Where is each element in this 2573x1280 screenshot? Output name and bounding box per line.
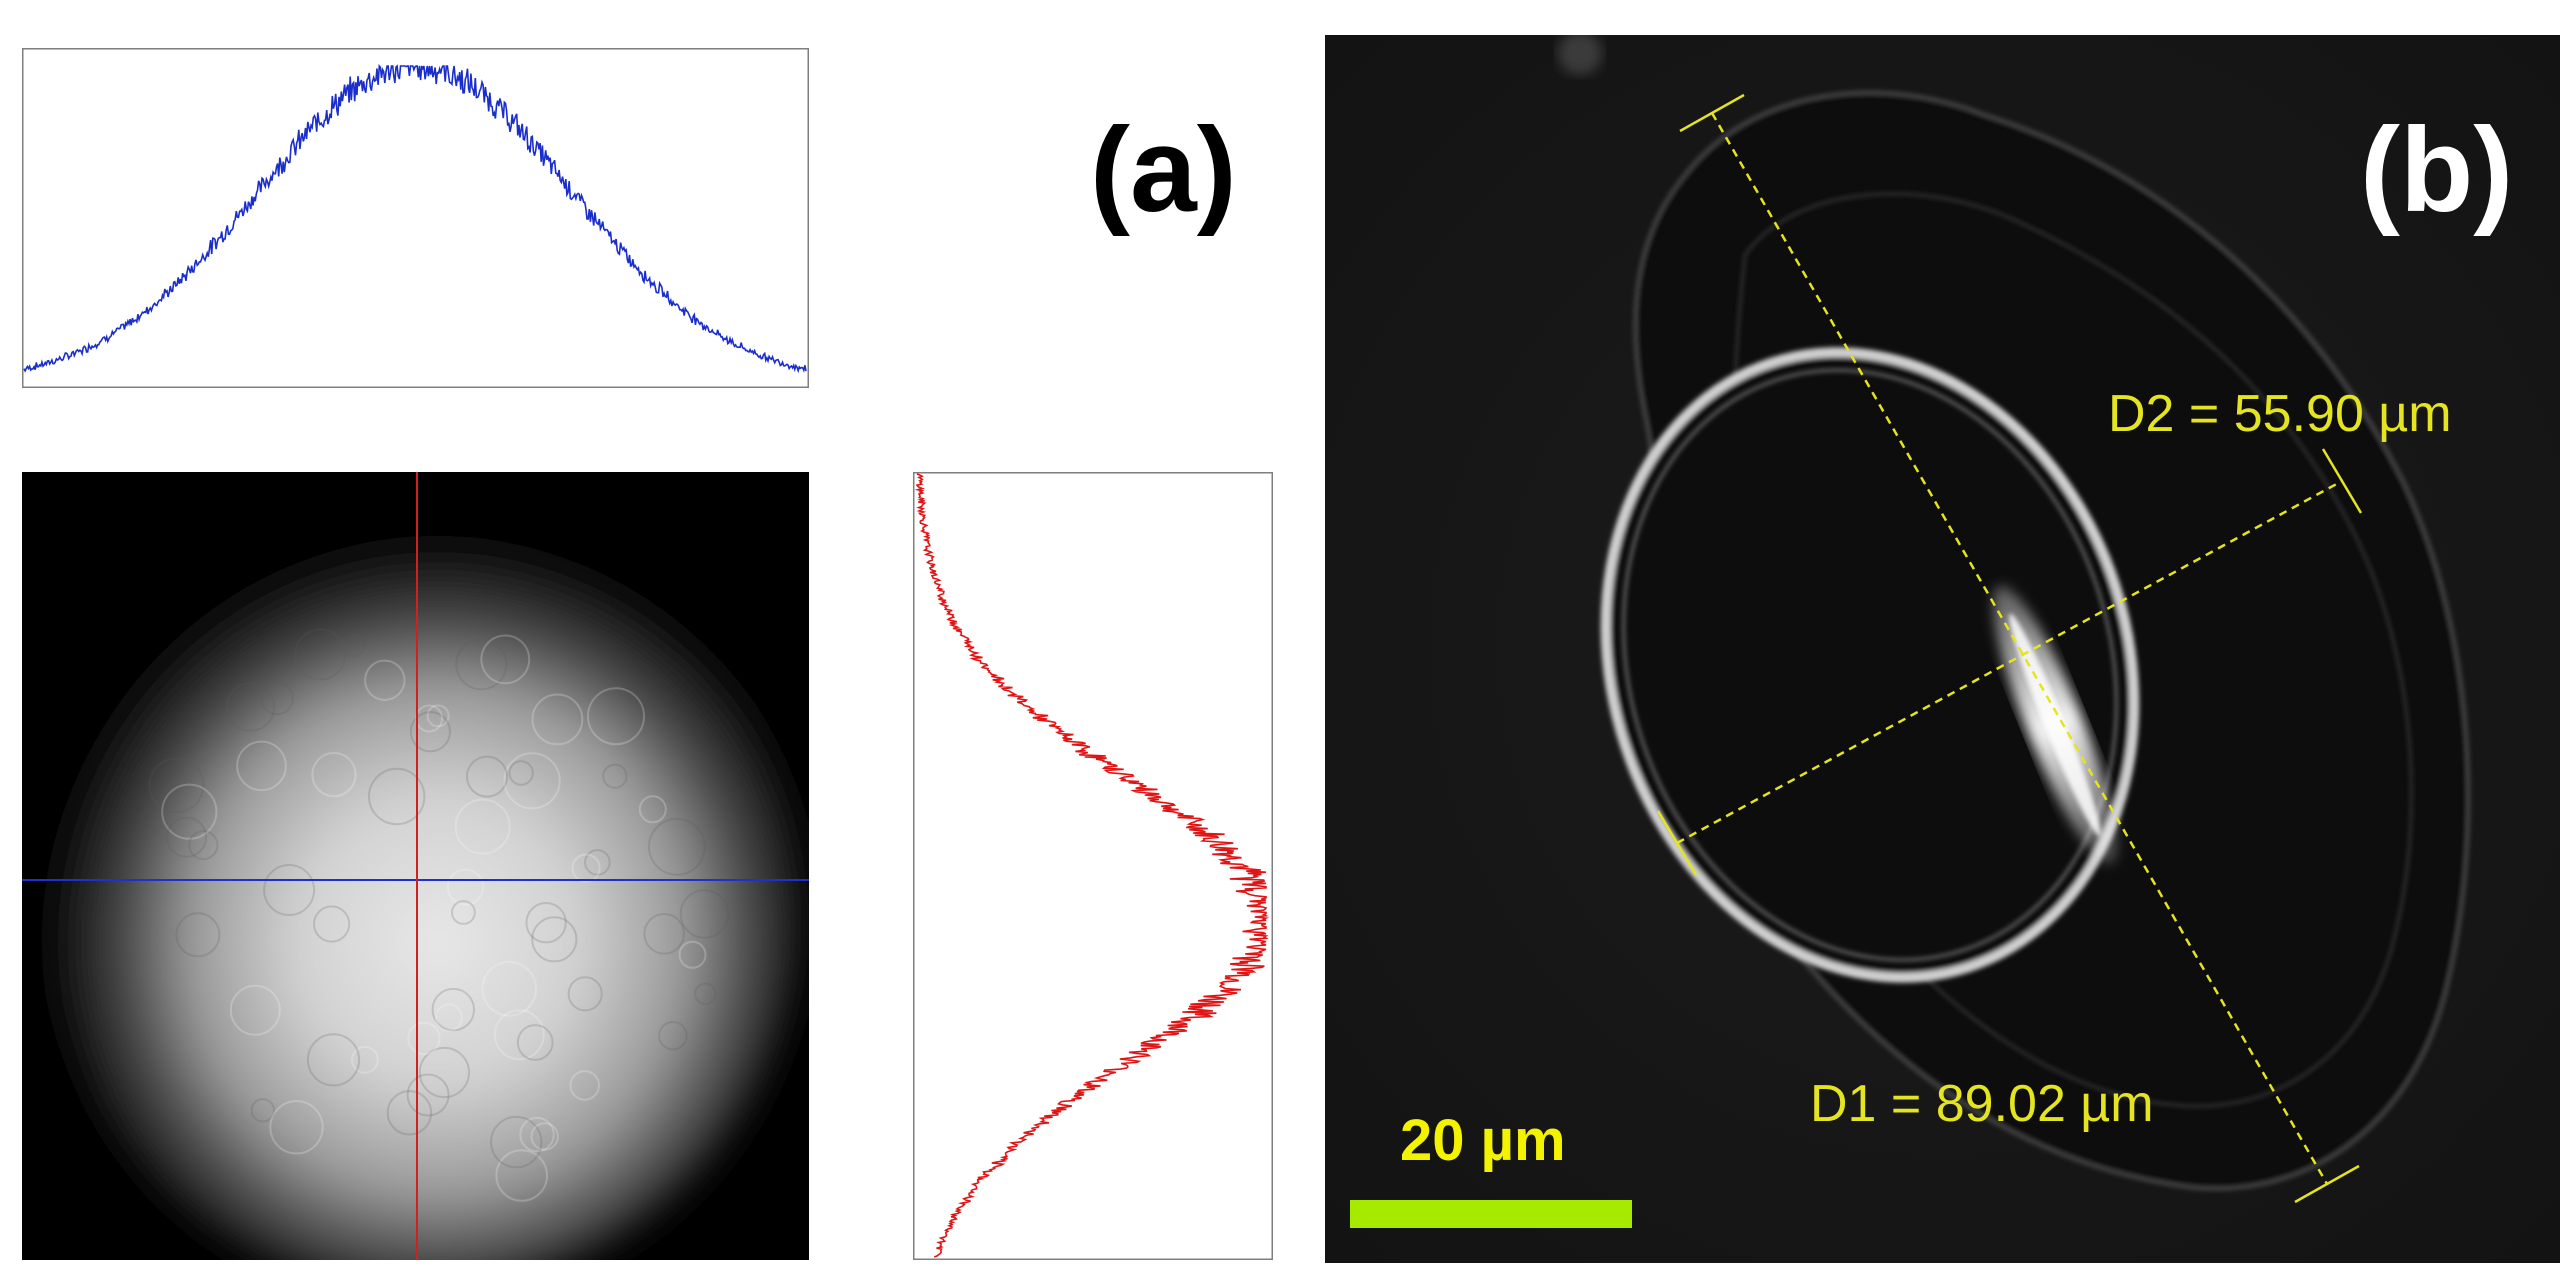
interference-ring [480, 634, 531, 685]
d2-measure-line [1676, 479, 2343, 845]
interference-ring [225, 682, 276, 732]
interference-ring [364, 659, 406, 702]
interference-ring [409, 711, 451, 753]
interference-ring [508, 760, 534, 786]
interference-ring [503, 752, 561, 810]
interference-ring [368, 767, 426, 826]
panel-a-label: (a) [1090, 103, 1237, 237]
interference-ring [418, 1046, 470, 1099]
interference-ring [229, 984, 281, 1036]
interference-ring [166, 816, 208, 858]
interference-ring [306, 1033, 361, 1087]
interference-ring [313, 905, 351, 943]
interference-ring [519, 1116, 555, 1153]
interference-ring [236, 740, 287, 792]
interference-ring [260, 681, 294, 716]
interference-ring [531, 916, 578, 963]
interference-ring [516, 1024, 554, 1061]
interference-ring [567, 976, 603, 1012]
interference-ring [446, 868, 485, 906]
scale-bar [1350, 1200, 1632, 1228]
d1-measurement-label: D1 = 89.02 µm [1810, 1075, 2154, 1133]
interference-ring [451, 900, 476, 925]
interference-ring [454, 798, 511, 855]
vertical-intensity-profile [913, 472, 1273, 1260]
interference-ring [493, 1009, 545, 1061]
horizontal-profile-curve [23, 63, 807, 374]
interference-ring [569, 1070, 601, 1101]
interference-ring [148, 757, 205, 814]
d1-measure-line [1710, 112, 2329, 1185]
interference-ring [584, 849, 611, 876]
d2-end-tick [2321, 448, 2363, 514]
interference-ring [294, 628, 347, 681]
d1-end-tick [1679, 93, 1745, 133]
interference-ring [311, 752, 357, 798]
interference-ring [161, 783, 218, 840]
interference-ring [602, 763, 628, 789]
beam-intensity-image [22, 472, 809, 1260]
interference-ring [638, 795, 667, 824]
interference-ring [406, 1073, 450, 1117]
interference-ring [407, 1021, 441, 1056]
interference-ring [481, 961, 538, 1017]
interference-ring [431, 987, 475, 1032]
inner-ring [1600, 347, 2140, 983]
interference-ring [643, 913, 686, 955]
interference-ring [495, 1149, 549, 1202]
interference-ring [678, 940, 707, 969]
interference-ring [426, 704, 450, 728]
interference-ring [525, 902, 567, 944]
interference-ring [658, 1021, 688, 1051]
interference-ring [434, 1003, 463, 1032]
interference-ring [455, 638, 508, 691]
interference-ring [694, 982, 717, 1005]
panel-b-label: (b) [2360, 103, 2514, 237]
interference-ring [571, 853, 601, 883]
beam-spot [42, 512, 802, 1260]
microscope-image [1325, 35, 2560, 1263]
interference-rings [148, 628, 730, 1202]
interference-ring [351, 1045, 379, 1074]
profile-frame [22, 48, 809, 388]
interference-ring [648, 817, 706, 876]
vertical-profile-curve [914, 473, 1270, 1258]
d1-end-tick [2294, 1164, 2360, 1204]
interference-ring [175, 912, 221, 958]
interference-ring [263, 864, 316, 916]
d2-measurement-label: D2 = 55.90 µm [2108, 385, 2452, 443]
scale-bar-label: 20 µm [1400, 1108, 1566, 1173]
d2-end-tick [1656, 810, 1698, 876]
interference-ring [531, 693, 584, 746]
interference-ring [679, 889, 730, 939]
interference-ring [466, 755, 508, 798]
interference-ring [490, 1115, 543, 1169]
profile-frame [913, 472, 1273, 1260]
interference-ring [269, 1100, 324, 1155]
interference-ring [250, 1098, 276, 1123]
interference-ring [587, 687, 645, 746]
interference-ring [341, 634, 366, 658]
interference-ring [386, 1090, 433, 1136]
interference-ring [530, 1122, 559, 1151]
interference-ring [188, 830, 219, 861]
horizontal-intensity-profile [22, 48, 809, 388]
